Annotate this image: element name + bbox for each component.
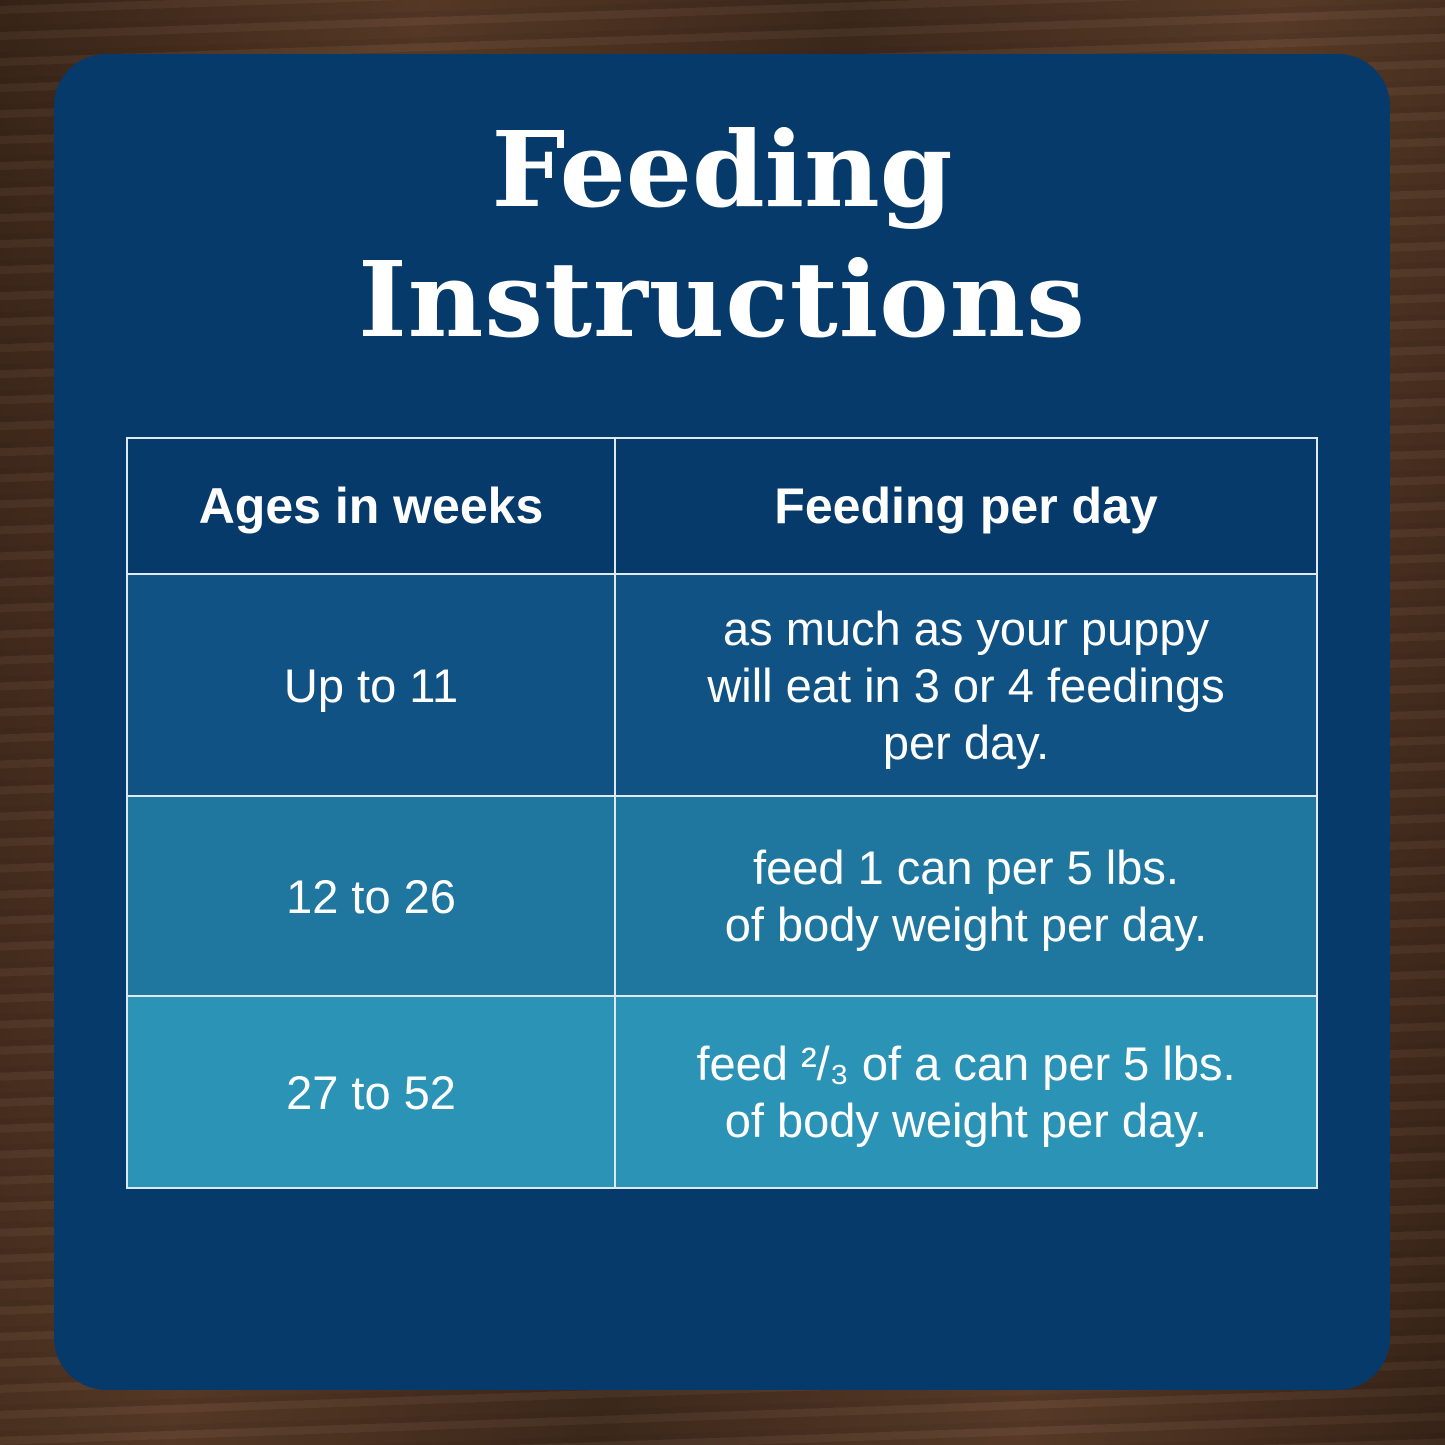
age-cell: 27 to 52 (126, 995, 616, 1189)
header-feeding: Feeding per day (614, 437, 1318, 575)
feeding-line: of body weight per day. (724, 1094, 1208, 1147)
feeding-line: per day. (882, 715, 1050, 769)
age-cell: 12 to 26 (126, 795, 616, 997)
table-row: 12 to 26 feed 1 can per 5 lbs. of body w… (126, 795, 1318, 997)
feeding-cell: feed ²/₃ of a can per 5 lbs. of body wei… (614, 995, 1318, 1189)
table-row: 27 to 52 feed ²/₃ of a can per 5 lbs. of… (126, 995, 1318, 1189)
feeding-cell: as much as your puppy will eat in 3 or 4… (614, 573, 1318, 797)
feeding-cell: feed 1 can per 5 lbs. of body weight per… (614, 795, 1318, 997)
feeding-table: Ages in weeks Feeding per day Up to 11 a… (126, 437, 1318, 1189)
table-header-row: Ages in weeks Feeding per day (126, 437, 1318, 575)
title-line-2: Instructions (358, 238, 1086, 361)
feeding-line: feed ²/₃ of a can per 5 lbs. (696, 1037, 1236, 1090)
title-line-1: Feeding (491, 108, 953, 231)
feeding-line: of body weight per day. (724, 898, 1208, 951)
feeding-line: feed 1 can per 5 lbs. (753, 841, 1179, 894)
header-ages: Ages in weeks (126, 437, 616, 575)
instructions-card: Feeding Instructions Ages in weeks Feedi… (54, 54, 1390, 1390)
age-cell: Up to 11 (126, 573, 616, 797)
feeding-line: as much as your puppy (723, 601, 1209, 655)
feeding-line: will eat in 3 or 4 feedings (707, 658, 1225, 712)
table-row: Up to 11 as much as your puppy will eat … (126, 573, 1318, 797)
